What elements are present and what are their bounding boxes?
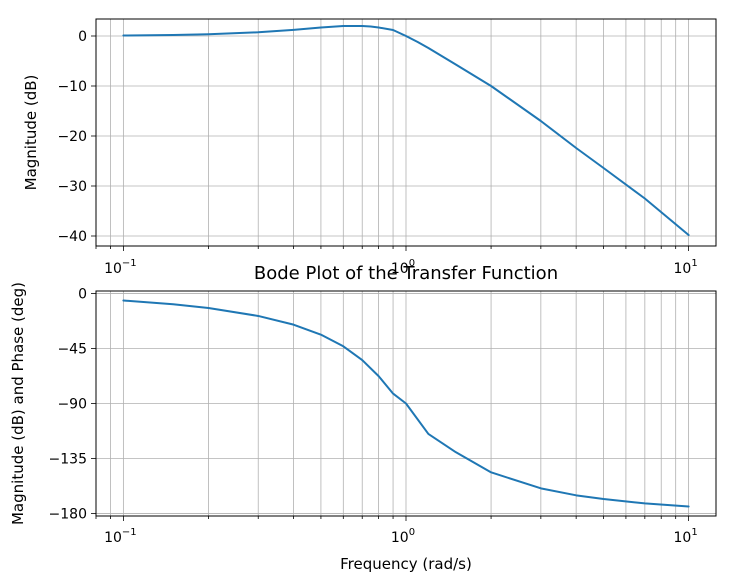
y-tick-label: −10 — [57, 79, 87, 95]
y-tick-label: −40 — [57, 229, 87, 245]
grid — [95, 19, 716, 246]
x-axis-label: Frequency (rad/s) — [340, 555, 472, 573]
y-axis-label: Magnitude (dB) and Phase (deg) — [9, 282, 27, 525]
x-tick-label: 10−1 — [104, 527, 137, 546]
magnitude-panel: 0 −10 −20 −30 −40 10−1 100 101 Magnitude (dB) — [22, 18, 717, 277]
x-tick-label: 101 — [674, 527, 698, 546]
series-line-0 — [122, 25, 690, 236]
y-tick-label: −30 — [57, 179, 87, 195]
y-tick-label: −45 — [57, 341, 87, 357]
x-tick-label: 101 — [674, 258, 698, 277]
y-tick-label: −20 — [57, 129, 87, 145]
axes-frame — [95, 18, 717, 247]
y-tick-label: 0 — [78, 29, 87, 45]
phase-panel: 0 −45 −90 −135 −180 10−1 100 101 Magnitude (dB) … — [9, 263, 717, 573]
y-tick-label: −135 — [49, 452, 87, 468]
y-tick-label: −180 — [49, 507, 87, 523]
x-tick-label: 100 — [391, 258, 415, 277]
y-tick-label: 0 — [78, 286, 87, 302]
y-axis-label: Magnitude (dB) — [22, 75, 40, 191]
series-line-0 — [122, 299, 690, 508]
x-tick-label: 10−1 — [104, 258, 137, 277]
grid — [95, 291, 716, 516]
x-tick-label: 100 — [391, 527, 415, 546]
y-tick-label: −90 — [57, 397, 87, 413]
chart-title: Bode Plot of the Transfer Function — [254, 263, 558, 284]
